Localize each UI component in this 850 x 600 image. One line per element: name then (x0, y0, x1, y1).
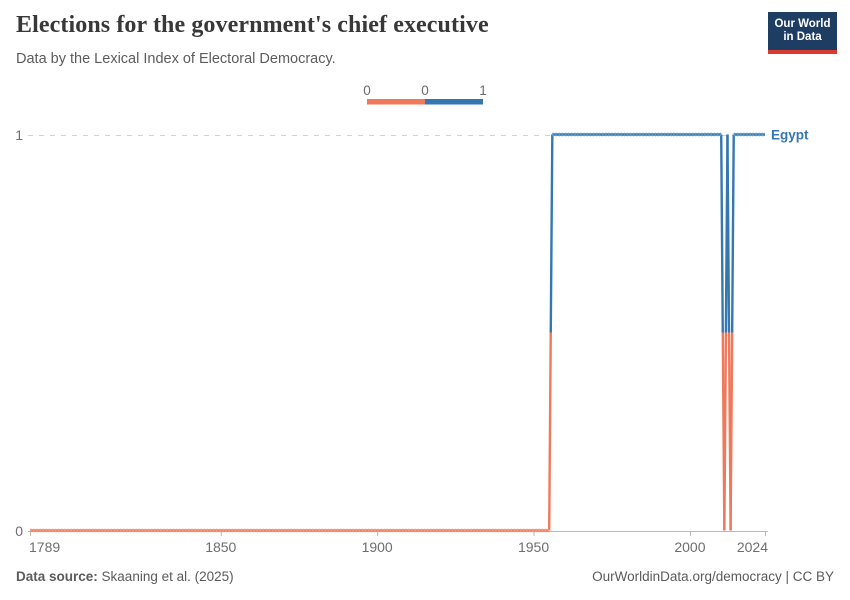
series-connector-segment[interactable] (720, 134, 724, 333)
x-axis-tick-label: 2000 (674, 539, 705, 555)
entity-label[interactable]: Egypt (771, 128, 809, 143)
series-connector-segment[interactable] (547, 332, 552, 531)
series-connector-segment[interactable] (549, 134, 554, 333)
chart-subtitle: Data by the Lexical Index of Electoral D… (16, 51, 336, 67)
legend-bin-label: 0 (421, 83, 429, 98)
footer-source: Data source: Skaaning et al. (2025) (16, 569, 234, 584)
data-source-value[interactable]: Skaaning et al. (2025) (101, 569, 234, 584)
series-connector-segment[interactable] (729, 332, 734, 531)
chart-title: Elections for the government's chief exe… (16, 12, 489, 38)
legend-bin-label: 0 (363, 83, 371, 98)
owid-logo-line1: Our World (774, 18, 831, 30)
owid-logo-line2: in Data (783, 31, 822, 43)
series-connector-segment[interactable] (730, 134, 735, 333)
legend-bin-swatch[interactable] (425, 99, 483, 105)
series-connector-segment[interactable] (726, 134, 731, 333)
x-axis-tick-label: 1789 (29, 539, 60, 555)
legend-bin-label: 1 (479, 83, 487, 98)
x-axis-tick-label: 1850 (205, 539, 236, 555)
series-connector-segment[interactable] (723, 332, 728, 531)
x-axis-tick-label: 1900 (362, 539, 393, 555)
data-source-label: Data source: (16, 569, 98, 584)
footer-link[interactable]: OurWorldinData.org/democracy | CC BY (592, 569, 834, 584)
x-axis-tick-label: 1950 (518, 539, 549, 555)
y-axis-tick-label: 0 (15, 523, 23, 539)
legend-bin-swatch[interactable] (367, 99, 425, 105)
owid-logo: Our World in Data (768, 12, 837, 54)
y-axis-tick-label: 1 (15, 127, 23, 143)
x-axis-tick-label: 2024 (737, 539, 768, 555)
